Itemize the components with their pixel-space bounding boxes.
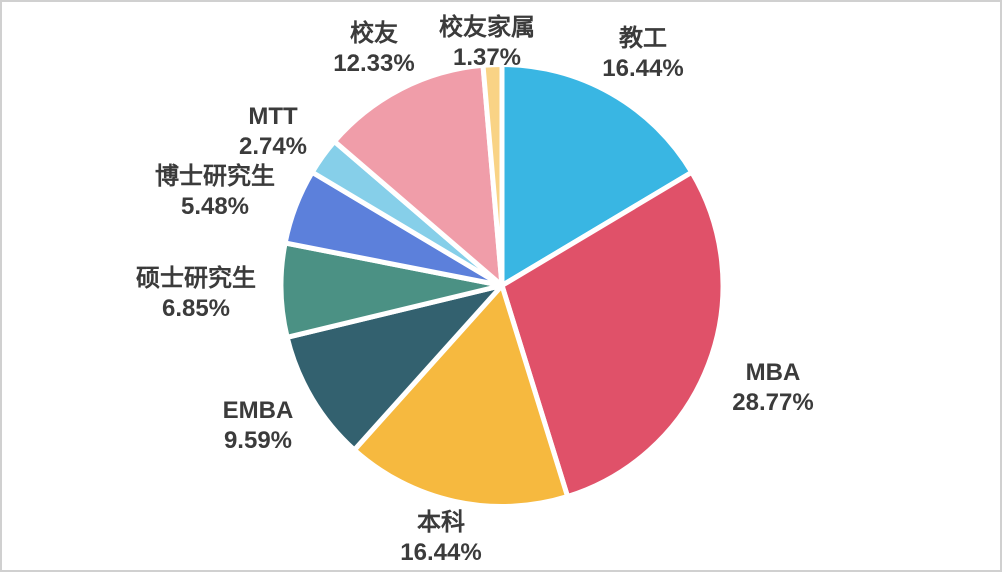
slice-name: 硕士研究生 [136,265,256,292]
pie-slice-8 [330,62,506,292]
slice-label-1: 教工 16.44% [602,24,683,84]
slice-name: 校友家属 [439,14,535,41]
slice-name: 校友 [350,20,398,47]
slice-name: 本科 [417,509,465,536]
slice-label-4: EMBA 9.59% [223,396,294,456]
slice-name: EMBA [222,397,294,424]
slice-percentage: 12.33% [333,50,415,77]
slice-name: MBA [745,359,801,386]
slice-percentage: 6.85% [161,295,231,322]
slice-percentage: 2.74% [238,133,308,160]
slice-name: MTT [248,103,298,130]
slice-label-6: 博士研究生 5.48% [155,162,275,222]
slice-percentage: 28.77% [732,389,814,416]
slice-label-7: MTT 2.74% [239,102,307,162]
slice-name: 教工 [619,25,667,52]
slice-label-5: 硕士研究生 6.85% [136,264,256,324]
slice-label-2: MBA 28.77% [732,358,813,418]
slice-percentage: 5.48% [180,193,250,220]
slice-percentage: 1.37% [452,44,522,71]
slice-name: 博士研究生 [155,163,275,190]
slice-percentage: 16.44% [400,539,482,566]
pie-slice-1 [499,61,696,290]
slice-label-9: 校友家属 1.37% [439,13,535,73]
pie-slice-9 [480,61,505,286]
pie-slice-2 [499,168,726,500]
slice-percentage: 9.59% [223,427,293,454]
slice-label-8: 校友 12.33% [333,19,414,79]
pie-slice-3 [350,280,571,509]
slice-percentage: 16.44% [602,55,684,82]
slice-label-3: 本科 16.44% [400,508,481,568]
